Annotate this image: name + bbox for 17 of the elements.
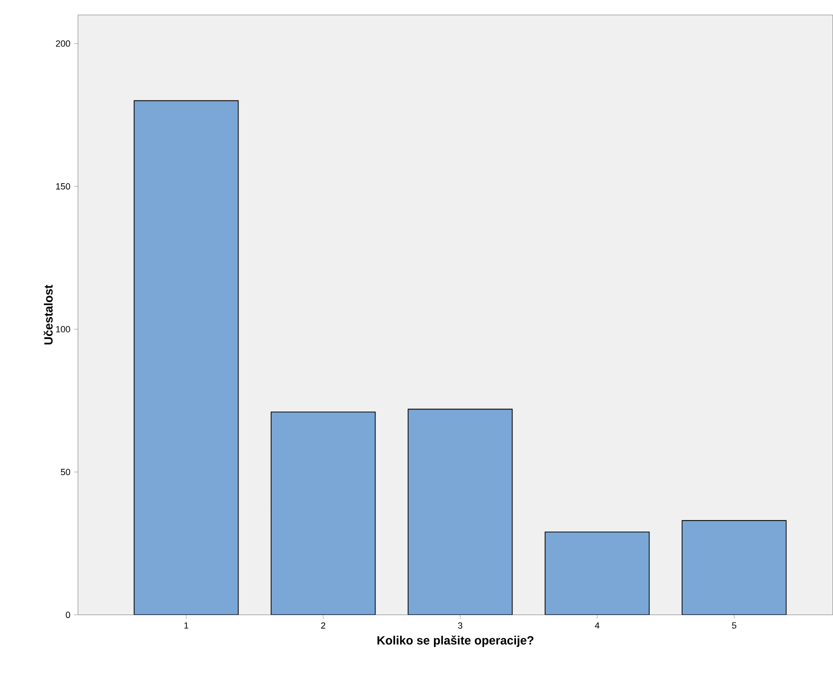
x-tick-label: 5: [732, 622, 736, 629]
y-tick-label: 50: [60, 468, 70, 476]
y-tick-label: 150: [56, 183, 70, 190]
bar: [134, 100, 239, 615]
bar: [271, 412, 376, 615]
x-tick-label: 1: [184, 622, 188, 629]
y-tick-label: 0: [66, 612, 70, 618]
bar: [544, 532, 650, 615]
x-tick-label: 4: [594, 622, 600, 629]
y-axis-title: Učestalost: [44, 284, 53, 345]
x-tick-label: 2: [321, 622, 326, 629]
bar: [682, 520, 787, 615]
y-tick-label: 200: [56, 40, 70, 47]
x-axis-title: Koliko se plašite operacije?: [377, 636, 534, 648]
bar: [408, 408, 513, 615]
y-tick-label: 100: [56, 326, 70, 332]
x-tick-label: 3: [458, 622, 462, 629]
